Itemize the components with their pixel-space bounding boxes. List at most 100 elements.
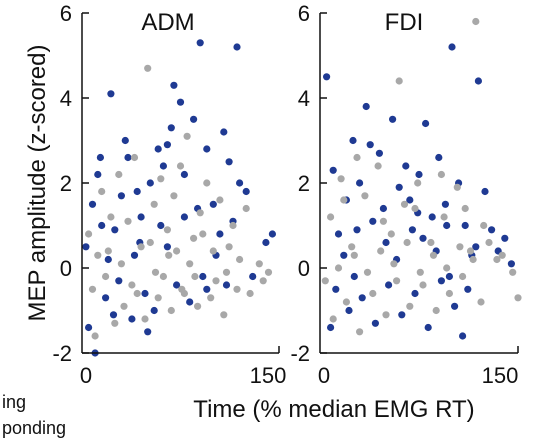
fdi-series-0-point-27 — [501, 234, 509, 242]
fdi-series-0-point-13 — [408, 226, 416, 234]
adm-xtick-150: 150 — [250, 363, 287, 388]
fdi-series-0-point-32 — [371, 319, 379, 327]
adm-series-0-point-40 — [85, 323, 93, 332]
fdi-series-0-point-54 — [350, 272, 358, 281]
adm-series-1-point-23 — [255, 260, 263, 268]
adm-plot-area — [82, 13, 279, 353]
adm-series-0-point-43 — [159, 162, 167, 170]
adm-series-0-point-18 — [180, 170, 188, 179]
fdi-series-0-point-11 — [395, 183, 403, 191]
fdi-series-1-point-39 — [443, 264, 451, 272]
fdi-panel: FDI 6 4 2 0 -2 0 150 — [290, 1, 522, 388]
fdi-series-1-point-36 — [403, 238, 411, 247]
adm-series-0-point-28 — [242, 187, 250, 196]
adm-series-0-point-27 — [236, 179, 244, 187]
adm-series-0-point-42 — [133, 187, 141, 196]
fdi-series-1-point-22 — [382, 311, 390, 319]
fdi-series-0-point-17 — [435, 153, 443, 162]
fdi-series-0-point-6 — [362, 102, 370, 111]
fdi-series-1-point-9 — [414, 179, 422, 187]
adm-series-0-point-12 — [154, 145, 162, 153]
fdi-series-1-point-6 — [374, 162, 382, 170]
fdi-series-0-point-24 — [481, 187, 489, 196]
adm-series-1-point-50 — [117, 260, 125, 268]
fdi-series-0-point-46 — [419, 234, 427, 242]
fdi-series-1-point-12 — [453, 183, 461, 191]
fdi-series-1-point-13 — [466, 247, 475, 255]
fdi-series-1-point-17 — [514, 294, 522, 302]
adm-series-0-point-6 — [111, 226, 119, 234]
adm-series-1-point-44 — [212, 277, 220, 285]
adm-series-0-point-21 — [203, 145, 211, 153]
fdi-series-1-point-18 — [329, 315, 337, 323]
fdi-series-0-point-45 — [406, 196, 414, 204]
fdi-series-0-point-39 — [464, 285, 472, 293]
fdi-series-1-point-29 — [477, 298, 485, 306]
adm-series-0-point-7 — [117, 192, 125, 200]
adm-ytick-0: 0 — [60, 256, 72, 281]
adm-series-0-point-41 — [104, 255, 112, 264]
fdi-data-points — [321, 17, 522, 340]
adm-series-0-point-29 — [249, 272, 257, 281]
fdi-series-0-point-42 — [353, 226, 361, 234]
fdi-series-1-point-11 — [440, 213, 448, 221]
adm-data-points — [82, 39, 276, 357]
adm-series-1-point-42 — [186, 260, 194, 268]
fdi-series-0-point-25 — [488, 226, 496, 234]
adm-series-1-point-8 — [150, 200, 158, 208]
adm-series-1-point-54 — [178, 285, 186, 293]
fdi-xtick-0: 0 — [318, 363, 330, 388]
adm-panel: ADM 6 4 2 0 -2 0 150 — [52, 1, 286, 388]
adm-series-1-point-48 — [88, 285, 97, 293]
adm-series-1-point-38 — [128, 281, 136, 289]
fdi-series-0-point-49 — [472, 243, 480, 251]
x-axis-label: Time (% median EMG RT) — [193, 396, 474, 423]
adm-series-0-point-48 — [121, 136, 129, 145]
fdi-series-1-point-45 — [353, 153, 361, 162]
fdi-series-0-point-2 — [334, 230, 343, 238]
adm-series-1-point-22 — [246, 289, 254, 298]
adm-series-1-point-12 — [176, 162, 185, 170]
fdi-series-0-point-43 — [379, 204, 387, 213]
fdi-series-0-point-4 — [349, 136, 357, 145]
fdi-series-0-point-7 — [369, 217, 377, 225]
adm-series-1-point-19 — [222, 268, 231, 276]
fdi-series-1-point-42 — [485, 238, 493, 247]
fdi-series-0-point-31 — [358, 294, 366, 302]
adm-series-0-point-20 — [196, 39, 204, 47]
fdi-series-0-point-10 — [389, 115, 397, 123]
fdi-series-1-point-0 — [472, 17, 480, 26]
adm-series-1-point-33 — [220, 311, 228, 319]
fdi-series-0-point-23 — [474, 77, 482, 85]
fdi-series-0-point-34 — [398, 311, 406, 319]
adm-series-1-point-3 — [115, 170, 123, 179]
adm-series-0-point-37 — [173, 281, 181, 289]
fdi-series-1-point-15 — [493, 255, 501, 264]
adm-series-0-point-49 — [144, 328, 152, 336]
adm-series-1-point-55 — [191, 272, 199, 281]
fdi-series-0-point-1 — [329, 166, 337, 174]
legend-fragment-2: ponding — [2, 418, 66, 438]
adm-series-1-point-29 — [167, 306, 175, 315]
fdi-series-1-point-25 — [419, 281, 427, 289]
fdi-series-1-point-32 — [350, 251, 358, 259]
adm-series-0-point-32 — [102, 294, 110, 302]
fdi-series-0-point-19 — [448, 43, 456, 51]
adm-series-0-point-23 — [216, 230, 224, 238]
fdi-series-0-point-50 — [366, 141, 374, 149]
fdi-series-0-point-38 — [451, 302, 459, 310]
adm-series-1-point-18 — [216, 196, 224, 204]
adm-ytick-neg2: -2 — [52, 341, 72, 366]
fdi-series-1-point-8 — [400, 200, 409, 208]
adm-series-1-point-39 — [146, 238, 154, 247]
adm-series-1-point-14 — [190, 234, 198, 242]
adm-series-1-point-41 — [173, 247, 181, 255]
fdi-series-0-point-53 — [327, 323, 335, 332]
fdi-series-1-point-10 — [427, 238, 435, 247]
fdi-ytick-4: 4 — [298, 86, 310, 111]
legend-fragment-1: ing — [2, 392, 26, 412]
adm-series-1-point-1 — [98, 187, 106, 196]
fdi-series-1-point-35 — [390, 260, 398, 268]
adm-series-1-point-31 — [194, 302, 202, 310]
